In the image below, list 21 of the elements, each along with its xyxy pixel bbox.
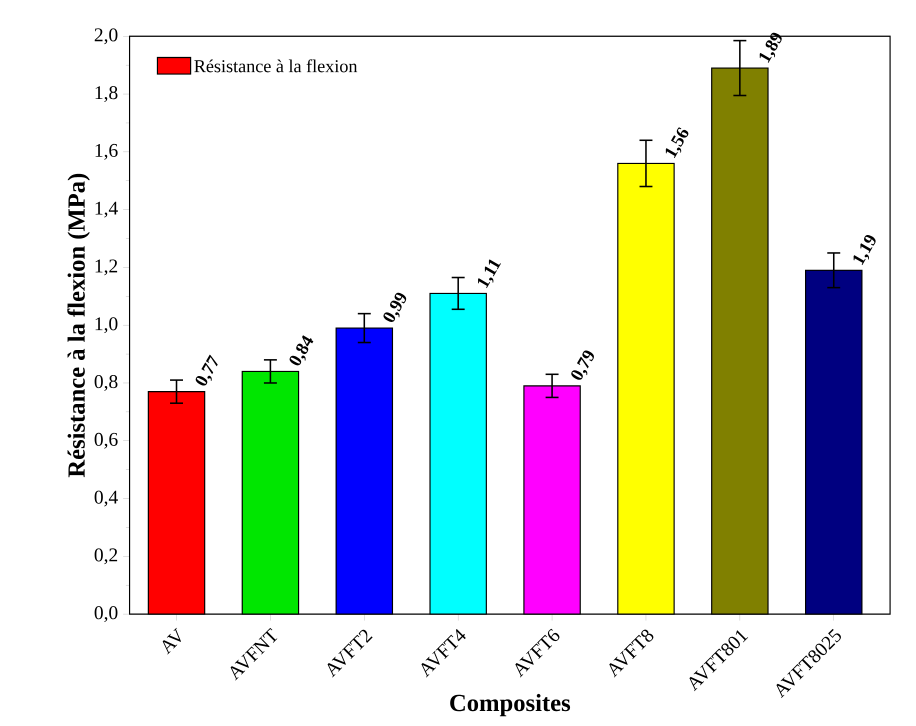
y-tick-label: 1,6 xyxy=(96,144,118,160)
y-tick-label: 1,8 xyxy=(96,86,118,102)
data-label: 1,19 xyxy=(854,235,876,266)
legend-label: Résistance à la flexion xyxy=(194,60,358,73)
x-tick-label: AV xyxy=(162,628,182,655)
data-label: 1,11 xyxy=(478,260,501,288)
y-tick-label: 0,0 xyxy=(94,606,118,622)
y-tick-label: 0,6 xyxy=(94,433,118,449)
y-tick-label: 0,2 xyxy=(94,548,118,565)
data-label: 1,89 xyxy=(760,32,782,64)
data-label: 0,99 xyxy=(383,292,406,322)
data-label: 0,84 xyxy=(290,336,314,366)
x-axis-title: Composites xyxy=(450,694,570,716)
y-tick-label: 1,0 xyxy=(96,317,118,334)
y-tick-label: 0,4 xyxy=(94,490,118,507)
y-tick-label: 1,4 xyxy=(96,202,118,218)
y-tick-label: 1,2 xyxy=(96,260,118,276)
y-axis-title: Résistance à la flexion (MPa) xyxy=(67,174,90,478)
data-label: 0,79 xyxy=(571,350,594,380)
y-tick-label: 0,8 xyxy=(94,375,118,392)
y-tick-label: 2,0 xyxy=(94,28,118,44)
